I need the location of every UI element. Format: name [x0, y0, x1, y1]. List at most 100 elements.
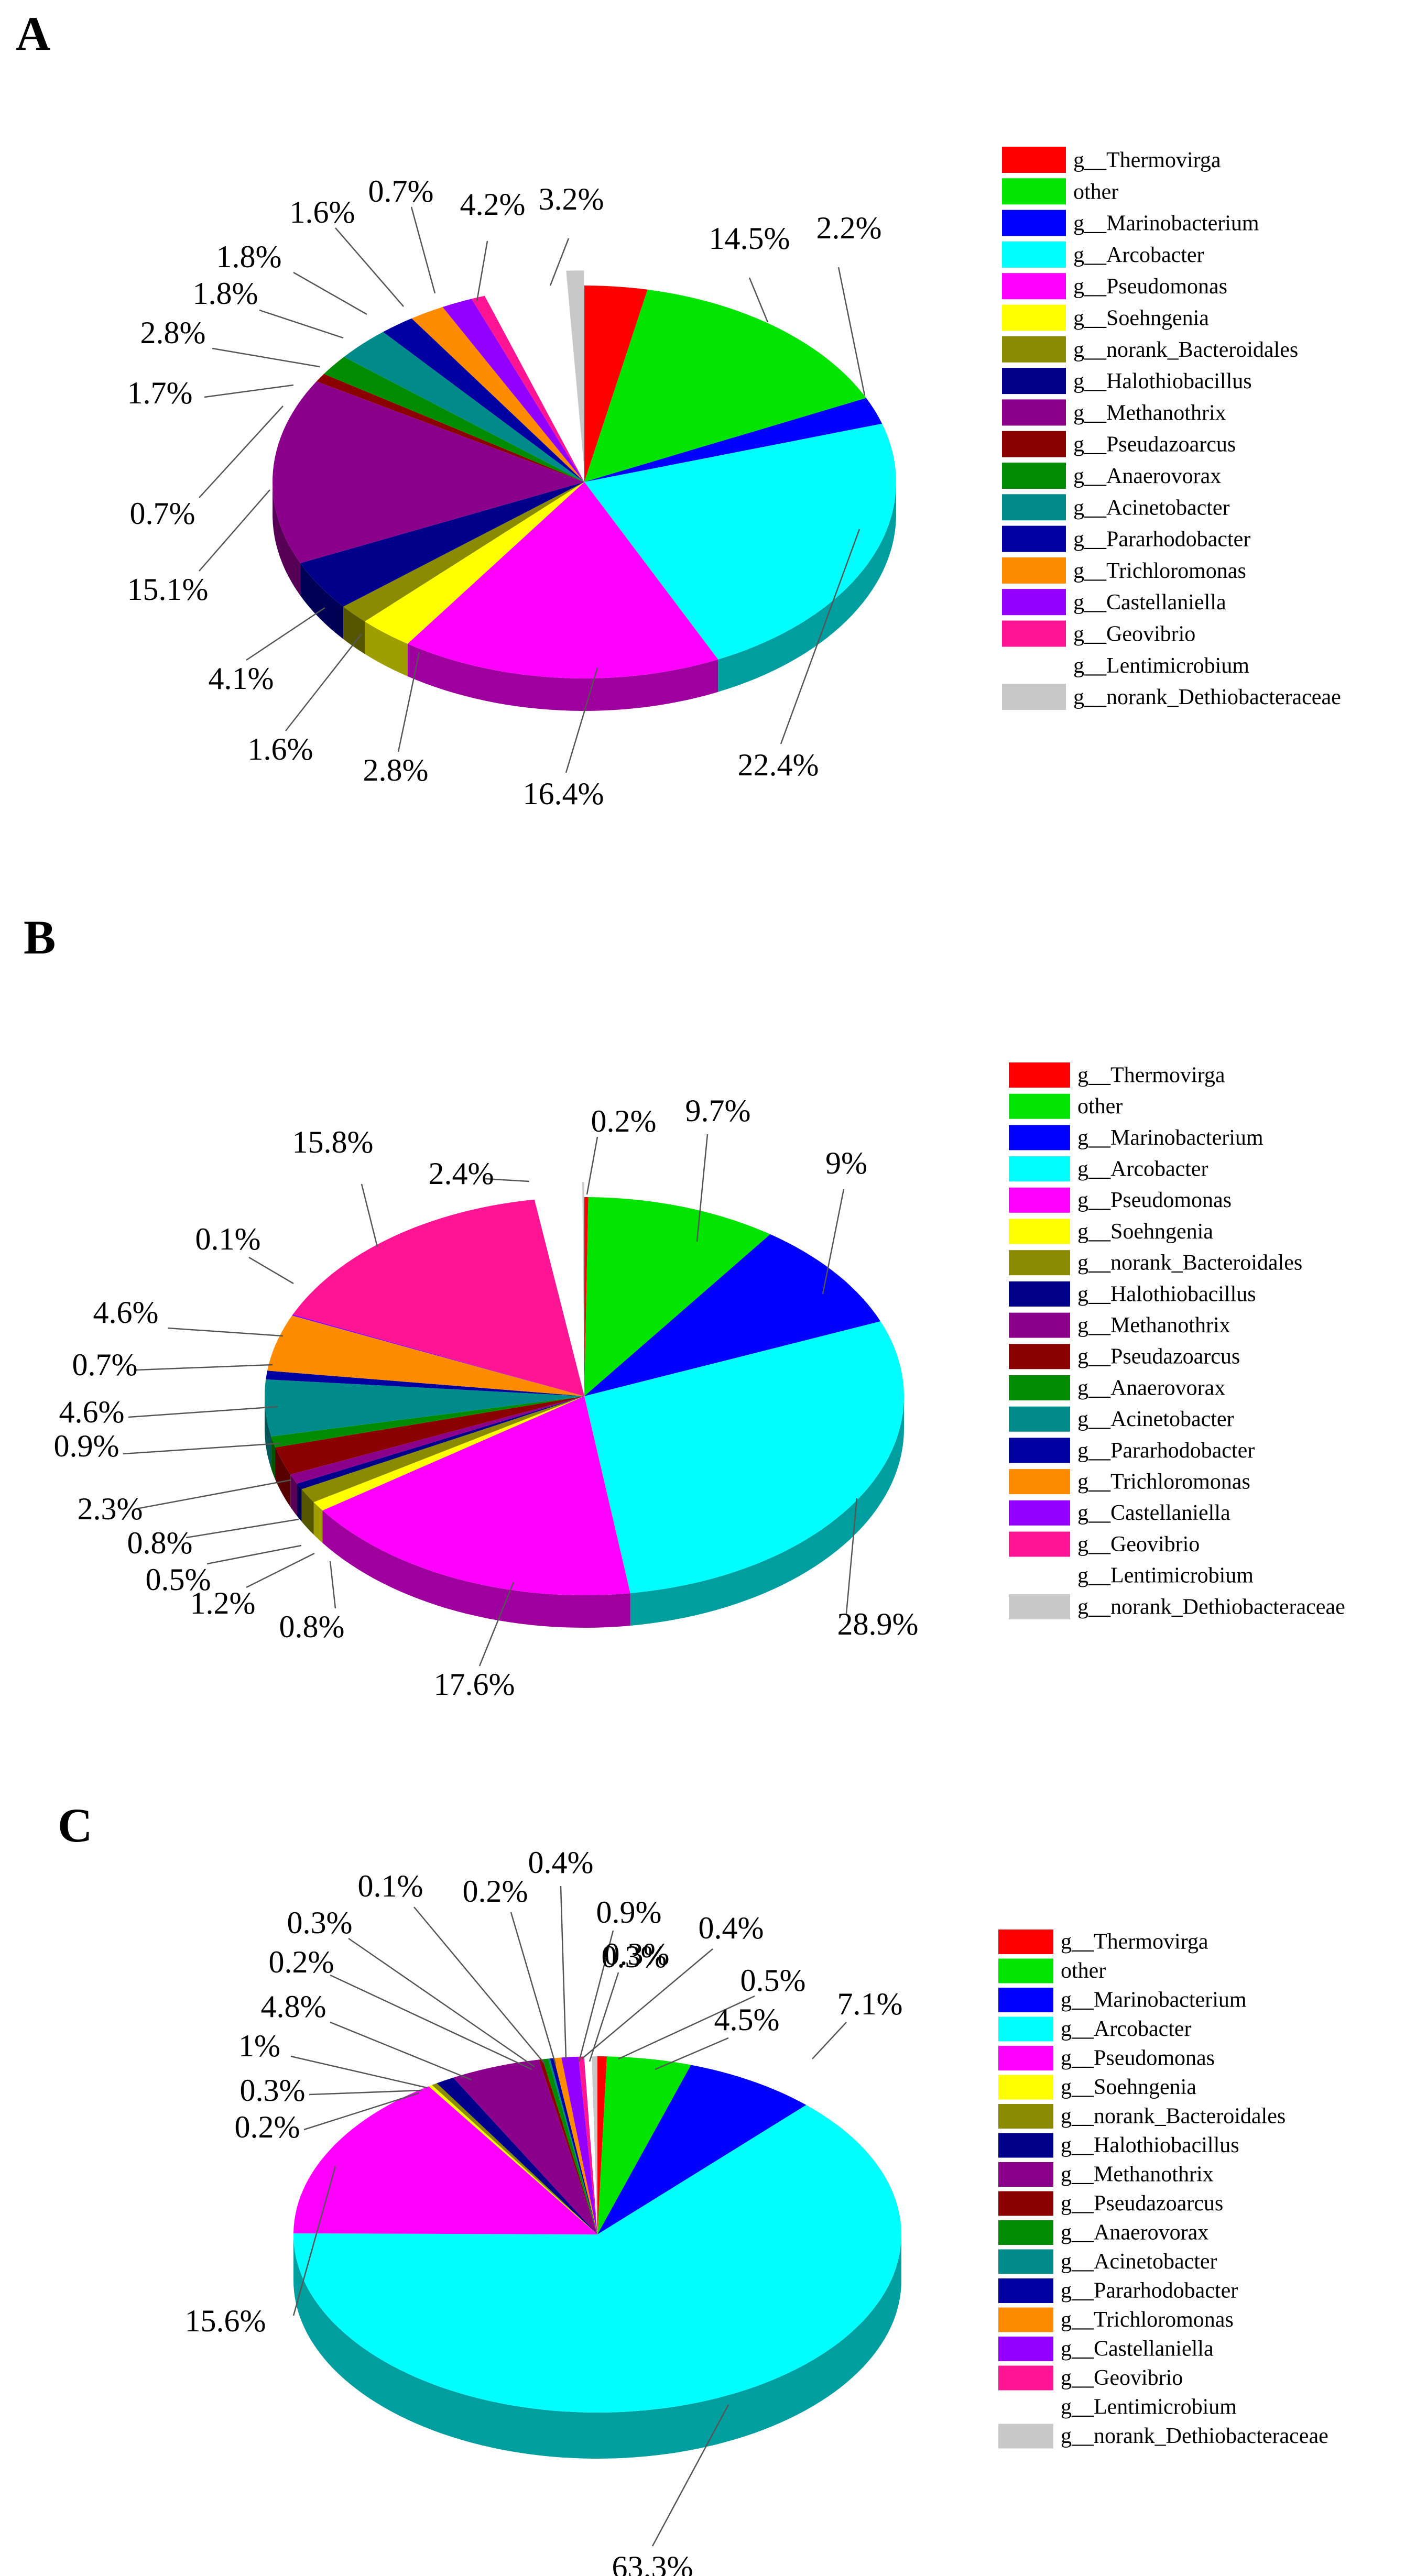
legend-swatch	[1009, 1344, 1070, 1369]
legend-swatch	[998, 2424, 1053, 2449]
legend-label: g__Acinetobacter	[1061, 2250, 1217, 2274]
legend-swatch	[1002, 652, 1066, 678]
leader-line	[246, 607, 325, 661]
legend-swatch	[998, 2191, 1053, 2216]
slice-label: 16.4%	[523, 776, 604, 811]
panel-a: A 3.2% 14.5% 2.2% 22.4% 16.4% 2.8% 1.6% 4.1% 15.1…	[16, 7, 1341, 811]
leader-line	[204, 384, 294, 398]
leader-line	[578, 1930, 614, 2062]
slice-g__Methanothrix	[290, 1396, 584, 1484]
legend-swatch	[1002, 589, 1066, 616]
legend-label: other	[1077, 1094, 1123, 1119]
slice-other	[597, 2056, 691, 2234]
slice-label: 0.7%	[72, 1347, 138, 1382]
legend-label: g__Marinobacterium	[1073, 212, 1259, 236]
slice-label: 2.4%	[429, 1156, 494, 1191]
legend-swatch	[1002, 684, 1066, 710]
legend-label: g__Trichloromonas	[1061, 2308, 1234, 2332]
slice-label: 0.3%	[287, 1905, 353, 1940]
slice-label: 1%	[238, 2029, 280, 2063]
legend-label: g__Pseudazoarcus	[1073, 433, 1236, 457]
legend-swatch	[1002, 463, 1066, 489]
slice-label: 9.7%	[685, 1093, 751, 1128]
leader-line	[560, 1886, 567, 2059]
legend-label: g__Pararhodobacter	[1061, 2279, 1238, 2303]
slice-g__Castellaniella	[442, 299, 584, 482]
slice-g__Methanothrix	[273, 381, 584, 563]
leader-line	[186, 1518, 299, 1539]
leader-line	[484, 1178, 530, 1182]
slice-label: 1.6%	[290, 195, 355, 229]
slice-g__Thermovirga	[597, 2056, 607, 2234]
leader-line	[361, 1183, 378, 1247]
slice-label: 1.8%	[193, 276, 258, 311]
legend-label: g__Soehngenia	[1077, 1220, 1213, 1244]
legend-swatch	[998, 2133, 1053, 2158]
slice-g__Pseudazoarcus	[539, 2059, 597, 2234]
slice-label: 1.7%	[127, 376, 193, 410]
slice-label: 1.8%	[216, 239, 282, 274]
slice-g__norank_Dethiobacteraceae	[582, 1182, 584, 1382]
legend-swatch	[1009, 1469, 1070, 1495]
slice-label: 0.3%	[604, 1937, 670, 1971]
slice-label: 0.2%	[463, 1874, 528, 1909]
slice-label: 7.1%	[837, 1987, 903, 2021]
legend-label: g__Pseudazoarcus	[1061, 2191, 1223, 2216]
legend-swatch	[1009, 1250, 1070, 1276]
legend-label: g__Pararhodobacter	[1073, 528, 1250, 552]
legend-label: g__Methanothrix	[1061, 2163, 1214, 2187]
slice-label: 3.2%	[539, 182, 604, 216]
slice-label: 0.7%	[368, 174, 434, 209]
slice-side-g__Methanothrix	[290, 1474, 297, 1516]
slice-g__Pararhodobacter	[266, 1371, 584, 1396]
legend-label: other	[1073, 180, 1118, 204]
leader-line	[206, 1544, 302, 1565]
leader-line	[290, 2055, 428, 2089]
legend-label: g__Thermovirga	[1073, 148, 1221, 172]
legend-swatch	[998, 2337, 1053, 2361]
legend-swatch	[998, 1958, 1053, 1983]
slice-g__Geovibrio	[471, 295, 584, 482]
slice-side-g__Soehngenia	[365, 621, 408, 676]
legend-label: g__Lentimicrobium	[1077, 1564, 1254, 1588]
legend-label: g__Geovibrio	[1077, 1532, 1200, 1556]
slice-g__norank_Bacteroidales	[343, 482, 584, 622]
legend-swatch	[998, 2162, 1053, 2187]
leader-line	[136, 1479, 291, 1510]
slice-g__Marinobacterium	[584, 1234, 881, 1396]
legend-label: g__Pseudomonas	[1073, 275, 1227, 299]
legend-swatch	[1009, 1438, 1070, 1463]
legend-swatch	[1002, 620, 1066, 647]
leader-line	[586, 1136, 598, 1195]
leader-line	[128, 1406, 278, 1418]
slice-g__norank_Dethiobacteraceae	[566, 270, 584, 467]
leader-line	[549, 238, 570, 286]
slice-label: 0.4%	[699, 1911, 764, 1945]
slice-label: 17.6%	[434, 1667, 515, 1702]
legend-swatch	[1009, 1531, 1070, 1557]
legend-label: g__norank_Bacteroidales	[1061, 2104, 1286, 2129]
legend-label: g__Marinobacterium	[1061, 1988, 1247, 2012]
legend-swatch	[998, 2249, 1053, 2274]
slice-label: 0.2%	[235, 2110, 300, 2144]
slice-g__Lentimicrobium	[584, 2056, 597, 2234]
slice-label: 1.2%	[190, 1586, 256, 1620]
legend-label: g__norank_Dethiobacteraceae	[1077, 1595, 1345, 1619]
legend-label: other	[1061, 1959, 1106, 1983]
leader-line	[780, 529, 861, 744]
slice-label: 0.4%	[528, 1845, 594, 1880]
leader-line	[335, 227, 404, 307]
legend-swatch	[1002, 336, 1066, 363]
panel-letter-a: A	[16, 7, 50, 60]
slice-label: 0.9%	[596, 1895, 662, 1930]
slice-g__Marinobacterium	[584, 398, 883, 482]
legend-swatch	[1009, 1594, 1070, 1619]
legend-label: g__Marinobacterium	[1077, 1126, 1264, 1150]
legend-label: g__Halothiobacillus	[1077, 1282, 1256, 1306]
slice-label: 4.2%	[460, 187, 526, 222]
leader-line	[618, 1995, 755, 2060]
legend-swatch	[1009, 1125, 1070, 1150]
slice-side-g__Acinetobacter	[265, 1398, 271, 1469]
legend-swatch	[1002, 304, 1066, 331]
